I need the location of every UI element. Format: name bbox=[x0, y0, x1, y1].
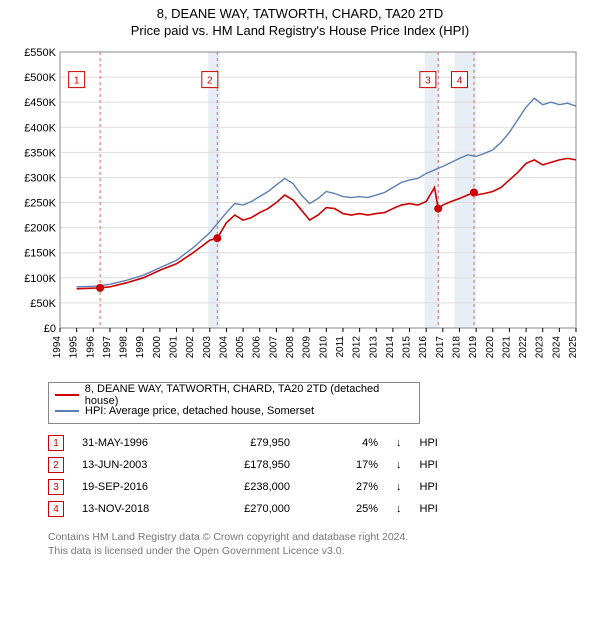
svg-text:2014: 2014 bbox=[385, 336, 396, 359]
svg-text:£250K: £250K bbox=[24, 198, 56, 210]
svg-text:£550K: £550K bbox=[24, 47, 56, 59]
svg-text:1996: 1996 bbox=[85, 336, 96, 359]
svg-text:2023: 2023 bbox=[535, 336, 546, 359]
svg-text:1999: 1999 bbox=[135, 336, 146, 359]
transactions-table: 1 31-MAY-1996 £79,950 4% ↓ HPI 2 13-JUN-… bbox=[48, 432, 586, 520]
tx-badge: 3 bbox=[48, 479, 64, 495]
svg-text:2005: 2005 bbox=[235, 336, 246, 359]
arrow-down-icon: ↓ bbox=[396, 481, 402, 493]
tx-badge: 4 bbox=[48, 501, 64, 517]
arrow-down-icon: ↓ bbox=[396, 437, 402, 449]
footer-line2: This data is licensed under the Open Gov… bbox=[48, 544, 586, 558]
svg-text:2003: 2003 bbox=[202, 336, 213, 359]
tx-price: £270,000 bbox=[210, 503, 290, 515]
chart-container: 8, DEANE WAY, TATWORTH, CHARD, TA20 2TD … bbox=[0, 0, 600, 620]
svg-text:2000: 2000 bbox=[152, 336, 163, 359]
tx-price: £178,950 bbox=[210, 459, 290, 471]
svg-text:£0: £0 bbox=[44, 323, 56, 335]
tx-pct: 4% bbox=[308, 437, 378, 449]
svg-text:£400K: £400K bbox=[24, 122, 56, 134]
svg-text:2018: 2018 bbox=[451, 336, 462, 359]
svg-text:2001: 2001 bbox=[169, 336, 180, 359]
tx-hpi-label: HPI bbox=[420, 437, 470, 449]
tx-pct: 27% bbox=[308, 481, 378, 493]
tx-hpi-label: HPI bbox=[420, 481, 470, 493]
legend-label-property: 8, DEANE WAY, TATWORTH, CHARD, TA20 2TD … bbox=[85, 383, 413, 407]
svg-text:£50K: £50K bbox=[30, 298, 56, 310]
svg-text:2007: 2007 bbox=[268, 336, 279, 359]
line-chart-svg: £0 £50K £100K £150K £200K £250K £300K £350K £400… bbox=[14, 46, 586, 376]
svg-text:2025: 2025 bbox=[568, 336, 579, 359]
svg-text:2010: 2010 bbox=[318, 336, 329, 359]
svg-text:2022: 2022 bbox=[518, 336, 529, 359]
svg-text:£200K: £200K bbox=[24, 223, 56, 235]
svg-text:1995: 1995 bbox=[69, 336, 80, 359]
svg-text:2013: 2013 bbox=[368, 336, 379, 359]
svg-text:2008: 2008 bbox=[285, 336, 296, 359]
tx-date: 13-JUN-2003 bbox=[82, 459, 192, 471]
titles: 8, DEANE WAY, TATWORTH, CHARD, TA20 2TD … bbox=[0, 0, 600, 38]
legend-swatch-property bbox=[55, 394, 79, 396]
tx-date: 13-NOV-2018 bbox=[82, 503, 192, 515]
svg-text:£500K: £500K bbox=[24, 72, 56, 84]
svg-text:2024: 2024 bbox=[551, 336, 562, 359]
svg-text:2017: 2017 bbox=[435, 336, 446, 359]
svg-text:2006: 2006 bbox=[252, 336, 263, 359]
table-row: 3 19-SEP-2016 £238,000 27% ↓ HPI bbox=[48, 476, 586, 498]
svg-text:2: 2 bbox=[207, 76, 213, 87]
tx-price: £238,000 bbox=[210, 481, 290, 493]
svg-text:1994: 1994 bbox=[52, 336, 63, 359]
svg-text:1998: 1998 bbox=[119, 336, 130, 359]
svg-text:4: 4 bbox=[457, 76, 463, 87]
arrow-down-icon: ↓ bbox=[396, 459, 402, 471]
svg-text:1997: 1997 bbox=[102, 336, 113, 359]
svg-text:2020: 2020 bbox=[485, 336, 496, 359]
tx-pct: 17% bbox=[308, 459, 378, 471]
svg-text:2012: 2012 bbox=[352, 336, 363, 359]
legend-swatch-hpi bbox=[55, 410, 79, 412]
tx-hpi-label: HPI bbox=[420, 459, 470, 471]
svg-text:2015: 2015 bbox=[402, 336, 413, 359]
footer-line1: Contains HM Land Registry data © Crown c… bbox=[48, 530, 586, 544]
legend: 8, DEANE WAY, TATWORTH, CHARD, TA20 2TD … bbox=[48, 382, 420, 424]
tx-date: 31-MAY-1996 bbox=[82, 437, 192, 449]
svg-text:£100K: £100K bbox=[24, 273, 56, 285]
title-subtitle: Price paid vs. HM Land Registry's House … bbox=[0, 23, 600, 38]
svg-text:2016: 2016 bbox=[418, 336, 429, 359]
table-row: 1 31-MAY-1996 £79,950 4% ↓ HPI bbox=[48, 432, 586, 454]
arrow-down-icon: ↓ bbox=[396, 503, 402, 515]
svg-text:£450K: £450K bbox=[24, 97, 56, 109]
tx-hpi-label: HPI bbox=[420, 503, 470, 515]
table-row: 4 13-NOV-2018 £270,000 25% ↓ HPI bbox=[48, 498, 586, 520]
svg-text:2004: 2004 bbox=[218, 336, 229, 359]
footer-attribution: Contains HM Land Registry data © Crown c… bbox=[48, 530, 586, 558]
svg-text:£300K: £300K bbox=[24, 172, 56, 184]
legend-label-hpi: HPI: Average price, detached house, Some… bbox=[85, 405, 314, 417]
tx-price: £79,950 bbox=[210, 437, 290, 449]
svg-text:2019: 2019 bbox=[468, 336, 479, 359]
tx-badge: 2 bbox=[48, 457, 64, 473]
tx-badge: 1 bbox=[48, 435, 64, 451]
table-row: 2 13-JUN-2003 £178,950 17% ↓ HPI bbox=[48, 454, 586, 476]
svg-text:£350K: £350K bbox=[24, 147, 56, 159]
tx-pct: 25% bbox=[308, 503, 378, 515]
title-address: 8, DEANE WAY, TATWORTH, CHARD, TA20 2TD bbox=[0, 6, 600, 21]
svg-text:2021: 2021 bbox=[501, 336, 512, 359]
svg-text:2011: 2011 bbox=[335, 336, 346, 358]
svg-text:£150K: £150K bbox=[24, 248, 56, 260]
svg-text:2002: 2002 bbox=[185, 336, 196, 359]
tx-date: 19-SEP-2016 bbox=[82, 481, 192, 493]
legend-item-property: 8, DEANE WAY, TATWORTH, CHARD, TA20 2TD … bbox=[55, 387, 413, 403]
svg-text:3: 3 bbox=[425, 76, 431, 87]
chart-area: £0 £50K £100K £150K £200K £250K £300K £350K £400… bbox=[14, 46, 586, 376]
svg-text:2009: 2009 bbox=[302, 336, 313, 359]
svg-text:1: 1 bbox=[74, 76, 80, 87]
